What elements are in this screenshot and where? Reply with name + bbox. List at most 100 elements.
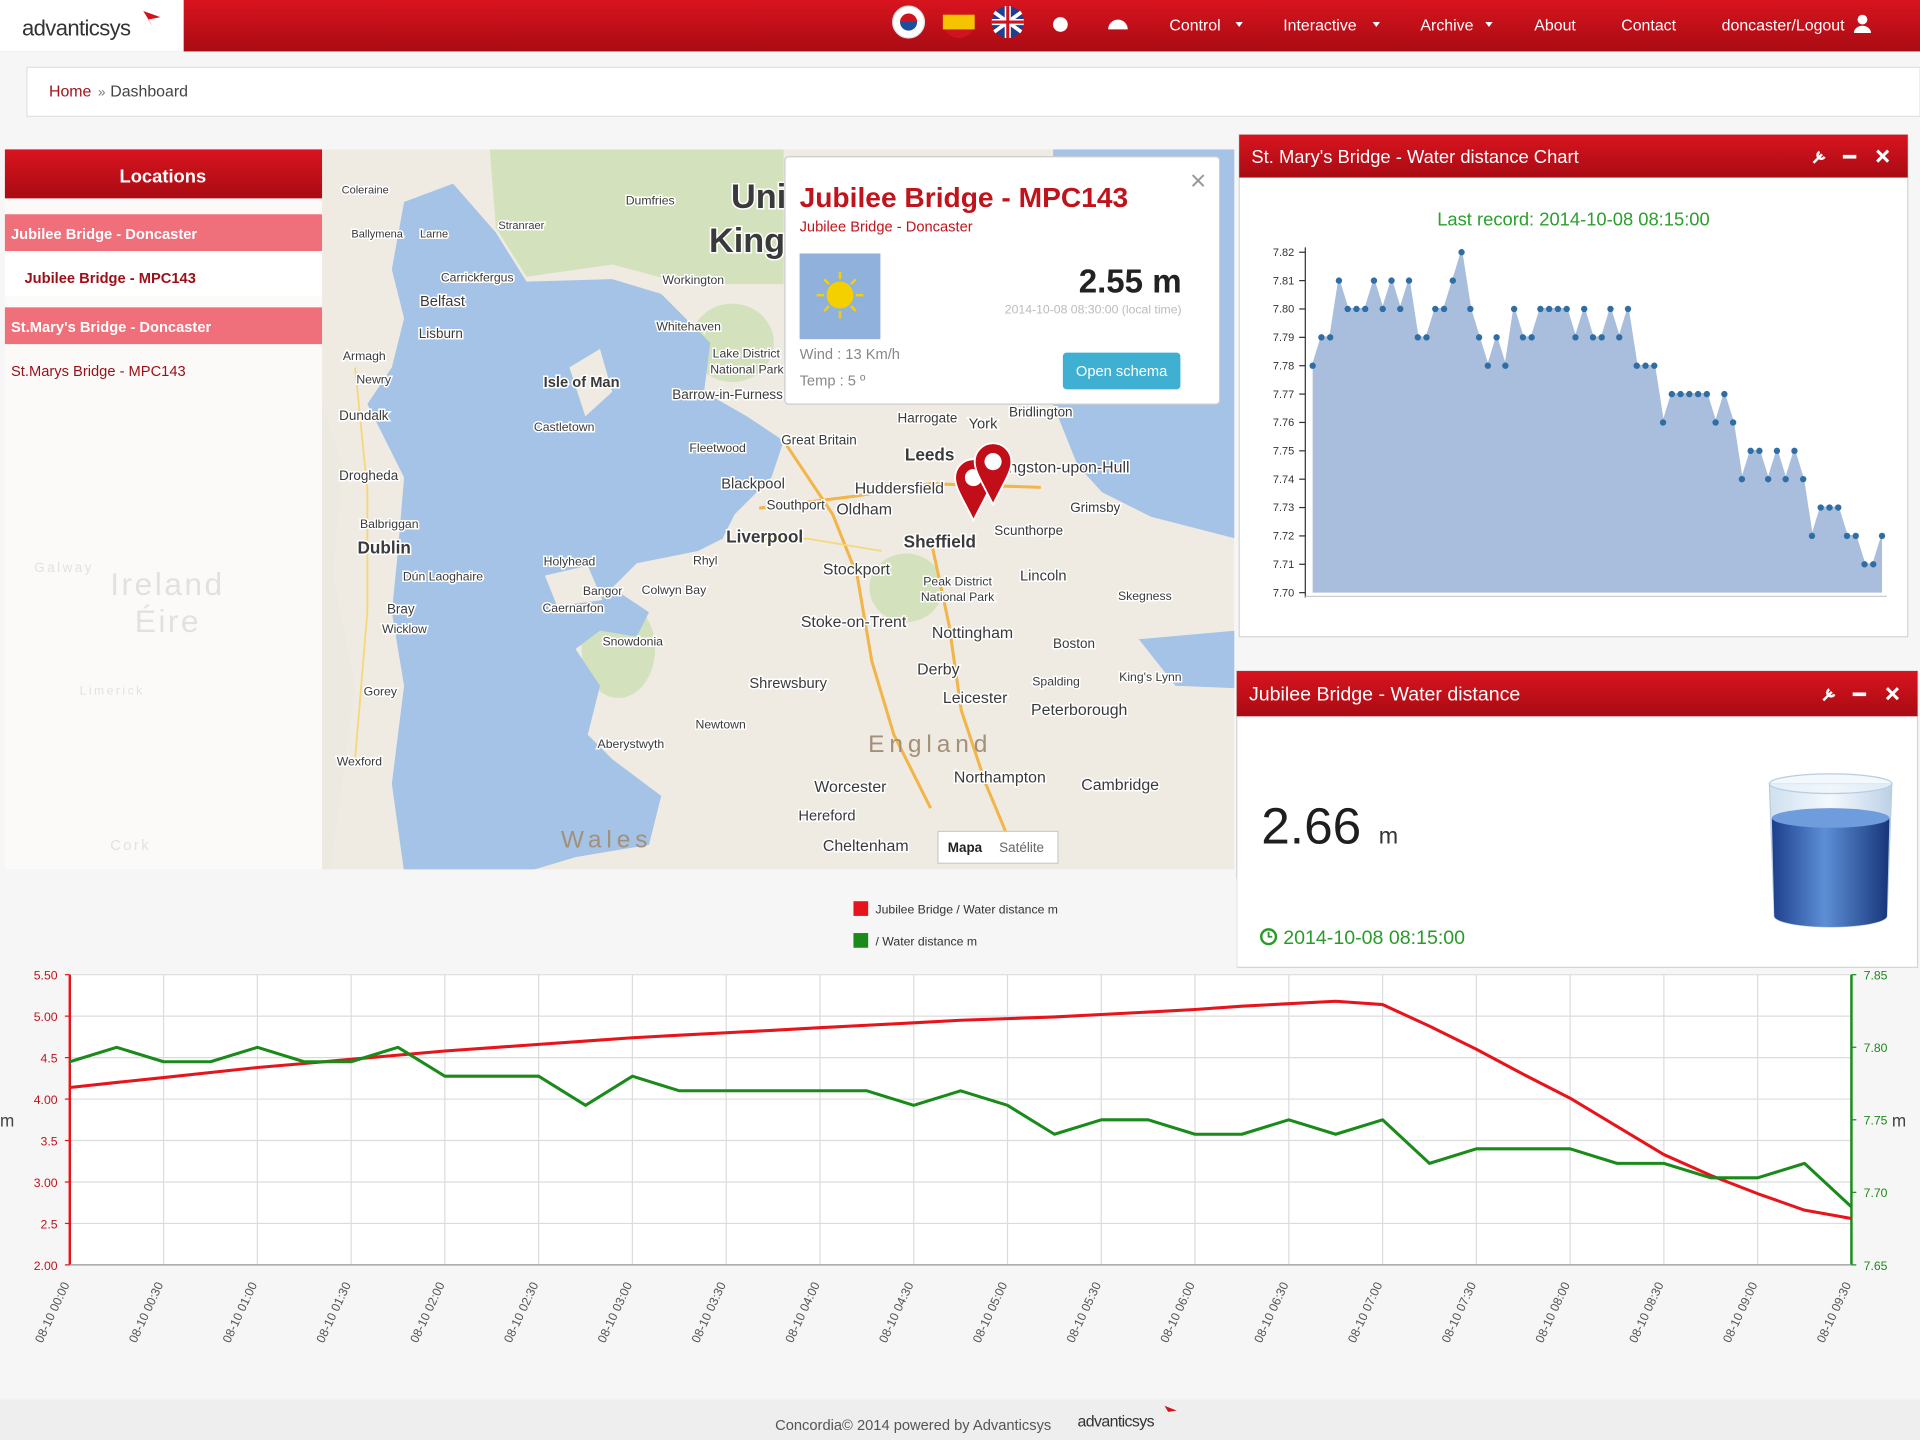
map-label: Wicklow xyxy=(382,622,427,636)
panel-header xyxy=(1236,671,1918,717)
flag-korea[interactable] xyxy=(892,5,926,39)
location-group-label[interactable]: Jubilee Bridge - Doncaster xyxy=(11,227,197,243)
map-label: Nottingham xyxy=(932,625,1013,642)
data-point xyxy=(1633,362,1640,369)
dashboard-icon[interactable] xyxy=(1108,19,1128,30)
flag-spain[interactable] xyxy=(942,6,975,38)
data-point xyxy=(1362,305,1369,313)
map-label: King's Lynn xyxy=(1119,670,1182,684)
y-tick-label: 2.5 xyxy=(41,1217,58,1231)
data-point xyxy=(1651,362,1658,369)
nav-item[interactable]: About xyxy=(1534,18,1576,35)
map-label: Boston xyxy=(1053,636,1095,651)
y2-tick-label: 7.65 xyxy=(1864,1259,1888,1273)
map-label: Ballymena xyxy=(351,229,403,241)
data-point xyxy=(1370,277,1378,284)
map-label: Northampton xyxy=(954,769,1046,786)
map-label: Isle of Man xyxy=(544,375,620,391)
data-point xyxy=(1843,532,1851,540)
close-icon[interactable] xyxy=(1876,149,1890,163)
y-tick-label: 2.00 xyxy=(34,1259,58,1273)
data-point xyxy=(1598,334,1605,341)
series-line xyxy=(69,1045,1853,1208)
map-label: Peterborough xyxy=(1031,702,1127,719)
data-point xyxy=(1756,447,1763,454)
locations-title: Locations xyxy=(119,165,206,186)
weather-icon xyxy=(799,253,881,340)
location-item[interactable] xyxy=(4,253,323,297)
widget-value: 2.66 xyxy=(1261,797,1361,855)
nav-item[interactable]: Interactive xyxy=(1283,18,1357,35)
footer-logo: advanticsys xyxy=(1078,1414,1155,1431)
breadcrumb-home[interactable]: Home xyxy=(49,84,92,101)
chart-title: Last record: 2014-10-08 08:15:00 xyxy=(1437,208,1710,229)
map-label: Leicester xyxy=(943,690,1008,707)
data-point xyxy=(1729,419,1737,426)
popup-title: Jubilee Bridge - MPC143 xyxy=(800,182,1129,213)
y2-tick-label: 7.85 xyxy=(1864,969,1888,983)
map-label: Cheltenham xyxy=(823,838,909,855)
map-label: Bray xyxy=(387,601,415,616)
data-point xyxy=(1686,390,1693,398)
y-tick-label: 5.50 xyxy=(34,969,58,983)
data-point xyxy=(1668,390,1675,398)
map-label: Wales xyxy=(561,826,653,853)
map-label: Lincoln xyxy=(1020,568,1067,584)
map-label: Holyhead xyxy=(544,555,596,569)
globe-icon[interactable] xyxy=(1053,17,1068,32)
location-item-label[interactable]: Jubilee Bridge - MPC143 xyxy=(24,271,195,287)
map-label: Gorey xyxy=(364,685,398,699)
data-point xyxy=(1703,390,1711,398)
map-label: Lake District xyxy=(713,347,781,361)
map-label: Scunthorpe xyxy=(994,523,1063,538)
nav-item[interactable]: doncaster/Logout xyxy=(1722,18,1846,35)
location-item-label[interactable]: St.Marys Bridge - MPC143 xyxy=(11,364,186,380)
data-point xyxy=(1835,504,1842,511)
map-label: Stranraer xyxy=(498,220,544,232)
location-group[interactable] xyxy=(4,214,323,252)
nav-item[interactable]: Control xyxy=(1169,18,1220,35)
open-schema-button[interactable] xyxy=(1062,352,1181,390)
data-point xyxy=(1747,447,1754,454)
data-point xyxy=(1344,305,1351,313)
data-point xyxy=(1397,305,1404,313)
footer-bg xyxy=(0,1399,1920,1440)
sea xyxy=(1138,630,1235,689)
settings-icon[interactable] xyxy=(1822,688,1836,702)
open-schema-label[interactable]: Open schema xyxy=(1076,364,1168,380)
nav-item[interactable]: Archive xyxy=(1420,18,1473,35)
data-point xyxy=(1493,334,1500,341)
data-point xyxy=(1563,305,1570,313)
popup-time: 2014-10-08 08:30:00 (local time) xyxy=(1005,302,1182,316)
popup-temp: Temp : 5 º xyxy=(800,374,866,390)
map-marker[interactable] xyxy=(973,442,1013,507)
data-point xyxy=(1475,334,1483,341)
settings-icon[interactable] xyxy=(1812,150,1826,164)
popup-close[interactable] xyxy=(1191,174,1205,187)
nav-item[interactable]: Contact xyxy=(1621,18,1676,35)
map-label: Fleetwood xyxy=(689,441,746,455)
map-label: Harrogate xyxy=(898,410,958,425)
map-type-button[interactable]: Satélite xyxy=(999,840,1044,855)
line xyxy=(1311,251,1883,566)
map-label: Caernarfon xyxy=(542,601,603,615)
footer: Concordia© 2014 powered by Advanticsys a… xyxy=(0,1399,1920,1440)
flag-uk[interactable] xyxy=(991,6,1024,38)
logo[interactable]: advanticsys xyxy=(22,16,132,41)
data-point xyxy=(1659,419,1667,426)
data-point xyxy=(1773,447,1781,454)
y-tick-label: 7.76 xyxy=(1273,417,1294,429)
data-point xyxy=(1852,532,1859,540)
location-group[interactable] xyxy=(4,307,323,345)
close-icon[interactable] xyxy=(1885,687,1900,701)
map-label: Dumfries xyxy=(626,193,675,207)
data-point xyxy=(1353,305,1360,313)
location-group-label[interactable]: St.Mary's Bridge - Doncaster xyxy=(11,320,211,336)
footer-text: Concordia© 2014 powered by Advanticsys xyxy=(775,1418,1051,1434)
y-tick-label: 4.5 xyxy=(41,1052,58,1066)
logo-box[interactable] xyxy=(0,0,184,52)
map-label: Larne xyxy=(420,229,448,241)
y2-tick-label: 7.70 xyxy=(1864,1186,1888,1200)
legend-label: Jubilee Bridge / Water distance m xyxy=(876,902,1058,916)
map-type-button[interactable]: Mapa xyxy=(948,840,983,855)
